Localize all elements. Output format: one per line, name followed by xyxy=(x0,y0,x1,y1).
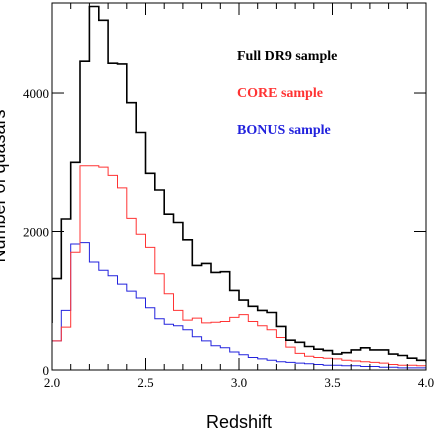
legend: Full DR9 sample CORE sample BONUS sample xyxy=(237,49,337,138)
x-tick-label: 4.0 xyxy=(418,375,434,390)
x-tick-label: 2.0 xyxy=(44,375,60,390)
y-tick-label: 0 xyxy=(43,363,50,378)
x-tick-label: 2.5 xyxy=(137,375,153,390)
series-core xyxy=(52,165,426,367)
series-bonus xyxy=(52,242,426,370)
legend-entry-full-dr9: Full DR9 sample xyxy=(237,49,337,64)
tick-labels: 2.0 2.5 3.0 3.5 4.0 0 2000 4000 xyxy=(23,86,434,390)
x-axis-title: Redshift xyxy=(206,412,272,432)
series-full-dr9 xyxy=(52,5,426,363)
x-tick-label: 3.0 xyxy=(231,375,247,390)
y-axis-title: Number of quasars xyxy=(0,109,9,262)
legend-entry-bonus: BONUS sample xyxy=(237,123,331,138)
y-tick-label: 2000 xyxy=(23,225,49,240)
y-tick-label: 4000 xyxy=(23,86,49,101)
ticks-layer xyxy=(51,3,427,371)
legend-entry-core: CORE sample xyxy=(237,86,323,101)
x-tick-label: 3.5 xyxy=(324,375,340,390)
